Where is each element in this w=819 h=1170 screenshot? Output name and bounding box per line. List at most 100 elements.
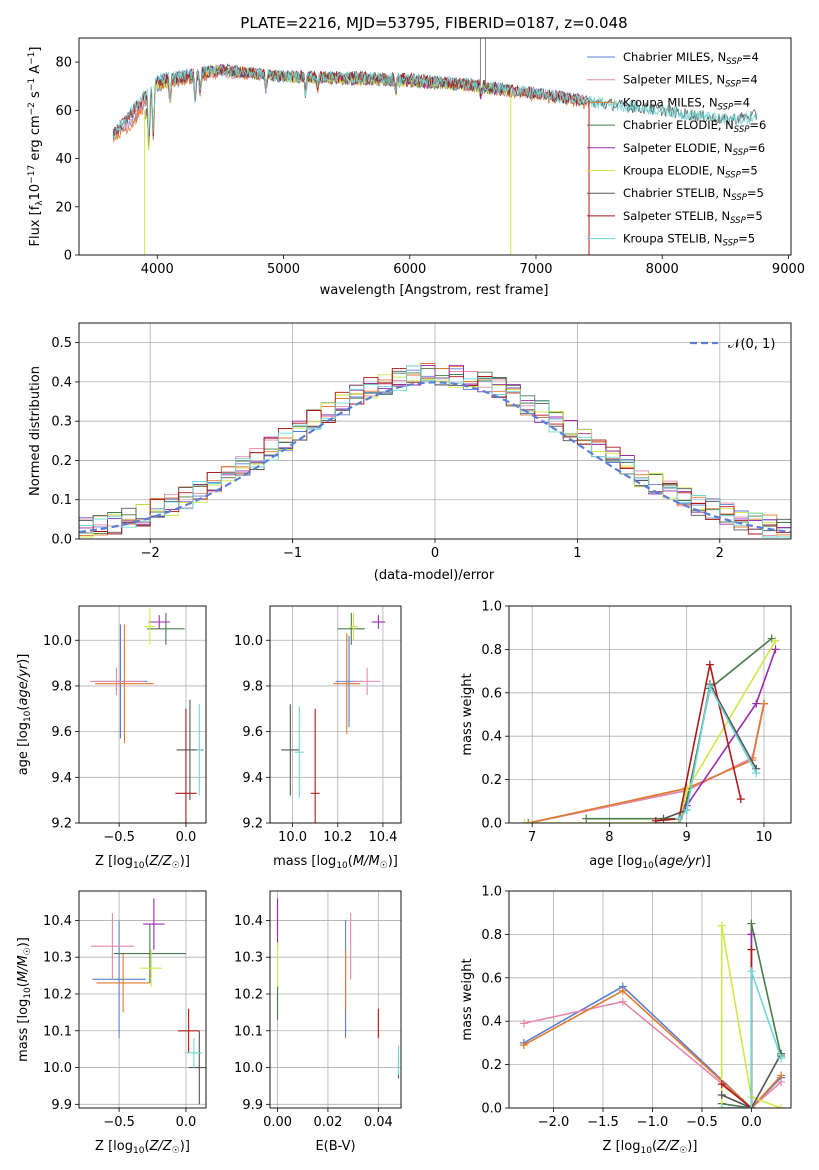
x-tick-label: 4000 [141, 262, 174, 277]
y-tick-label: 0 [64, 249, 72, 264]
x-axis-label: Z [log10(Z/Z☉)] [95, 1139, 190, 1156]
y-tick-label: 10.0 [234, 634, 263, 649]
axes-frame [78, 605, 207, 824]
data-point [705, 682, 714, 691]
legend-entry: 𝒩(0, 1) [728, 337, 775, 352]
data-point [747, 919, 756, 928]
error-bar-point [140, 949, 162, 987]
legend-entry: Salpeter MILES, NSSP=4 [623, 73, 758, 90]
y-axis-label: age [log10(age/yr)] [16, 654, 33, 776]
x-tick-label: 1 [573, 546, 581, 561]
axes-weight_vs_z: −2.0 −1.5 −1.0 −0.5 0.0 0.0 0.2 0.4 0.6 0.8 1.0 Z [… [460, 885, 792, 1156]
error-bar-point [196, 704, 202, 796]
data-point [752, 699, 761, 708]
legend-entry: Kroupa STELIB, NSSP=5 [623, 232, 755, 249]
x-tick-label: 0.04 [364, 1115, 393, 1130]
series-line [720, 925, 782, 1108]
y-tick-label: 10.0 [234, 1061, 263, 1076]
x-tick-label: 10.2 [323, 830, 352, 845]
x-tick-label: −0.5 [103, 830, 135, 845]
data-point [519, 1041, 528, 1050]
y-tick-label: 20 [55, 200, 72, 215]
error-bar-point [95, 624, 154, 744]
series-line [721, 1053, 782, 1108]
plot-area-age_vs_z [79, 606, 206, 823]
y-tick-label: 10.1 [43, 1024, 72, 1039]
x-tick-label: 8 [605, 830, 613, 845]
x-tick-label: 7000 [519, 262, 552, 277]
data-point [717, 921, 726, 930]
error-bar-point [96, 953, 150, 1013]
error-bar-point [333, 633, 361, 734]
plot-area-spectrum [112, 38, 758, 255]
error-bar-point [371, 615, 386, 629]
y-tick-label: 10.4 [43, 914, 72, 929]
error-bar-point [113, 924, 186, 983]
y-tick-label: 0.0 [481, 1102, 502, 1117]
error-bar-point [148, 615, 170, 629]
data-point [519, 1019, 528, 1028]
axes-spectrum: 4000 5000 6000 7000 8000 9000 0 20 40 60 80 PLATE=2… [27, 14, 805, 298]
y-tick-label: 10.2 [43, 987, 72, 1002]
x-tick-label: 0.00 [263, 1115, 292, 1130]
x-tick-label: −2 [141, 546, 160, 561]
axes-age_vs_mass: 10.0 10.2 10.4 9.2 9.4 9.6 9.8 10.0 mass [log10(… [234, 605, 402, 871]
normal-curve [79, 381, 791, 534]
series-line [523, 989, 782, 1108]
axes-frame [78, 322, 792, 540]
y-tick-label: 0.4 [481, 730, 502, 745]
y-tick-label: 10.1 [234, 1024, 263, 1039]
x-axis-label: wavelength [Angstrom, rest frame] [320, 283, 549, 298]
series-line [112, 64, 758, 140]
data-point [747, 930, 756, 939]
data-point [682, 805, 691, 814]
y-tick-label: 0.4 [51, 375, 72, 390]
y-tick-label: 10.3 [234, 951, 263, 966]
x-tick-label: 8000 [646, 262, 679, 277]
x-tick-label: 0 [431, 546, 439, 561]
y-tick-label: 1.0 [481, 600, 502, 615]
x-axis-label: E(B-V) [315, 1139, 355, 1154]
y-axis-label: mass weight [460, 958, 475, 1040]
error-bar-point [143, 898, 165, 950]
legend-entry: Kroupa ELODIE, NSSP=5 [623, 164, 758, 181]
error-bar-point [188, 1030, 206, 1105]
x-tick-label: 0.0 [176, 830, 197, 845]
x-tick-label: 0.0 [176, 1115, 197, 1130]
y-tick-label: 0.8 [481, 928, 502, 943]
data-point [736, 795, 745, 804]
y-tick-label: 10.3 [43, 951, 72, 966]
y-tick-label: 10.2 [234, 987, 263, 1002]
data-point [717, 1104, 726, 1108]
data-point [771, 636, 780, 645]
data-point [717, 1090, 726, 1099]
x-tick-label: 10.4 [368, 830, 397, 845]
data-point [777, 1054, 786, 1063]
error-bar-point [185, 1038, 202, 1068]
y-tick-label: 0.6 [481, 686, 502, 701]
error-bar-point [147, 612, 185, 645]
x-tick-label: 7 [528, 830, 536, 845]
axes-residuals: −2 −1 0 1 2 0.0 0.1 0.2 0.3 0.4 0.5 (data-model)/er… [28, 322, 792, 583]
legend-entry: Kroupa MILES, NSSP=4 [623, 95, 750, 112]
data-point [582, 814, 591, 823]
data-point [717, 1080, 726, 1089]
y-tick-label: 10.0 [43, 634, 72, 649]
axes-age_vs_z: −0.5 0.0 9.2 9.4 9.6 9.8 10.0 Z [log10(Z/Z☉)] ag… [16, 605, 207, 871]
x-tick-label: −1.0 [637, 1115, 669, 1130]
axes-mass_vs_ebv: 0.00 0.02 0.04 9.9 10.0 10.1 10.2 10.3 10.4 E(B-V… [234, 890, 402, 1154]
y-tick-label: 0.0 [51, 533, 72, 548]
y-tick-label: 0.8 [481, 643, 502, 658]
y-axis-label: mass weight [460, 673, 475, 755]
x-tick-label: −2.0 [538, 1115, 570, 1130]
y-tick-label: 9.2 [242, 817, 263, 832]
axes-frame [78, 890, 207, 1109]
histogram-step [79, 365, 791, 539]
y-tick-label: 9.9 [242, 1098, 263, 1113]
y-axis-label: Normed distribution [28, 366, 43, 496]
x-tick-label: −0.5 [686, 1115, 718, 1130]
x-tick-label: 6000 [393, 262, 426, 277]
data-point [618, 986, 627, 995]
series-line [678, 683, 757, 820]
plot-area-weight_vs_z [509, 891, 791, 1108]
